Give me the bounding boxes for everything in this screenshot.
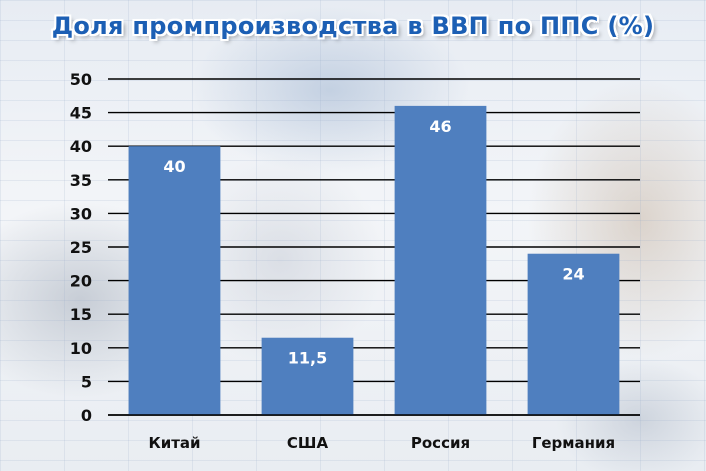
data-label: 24	[562, 265, 584, 284]
bar	[394, 105, 487, 415]
x-axis-categories: Китай США Россия Германия	[148, 434, 615, 452]
y-tick-label: 30	[70, 204, 92, 223]
y-tick-label: 50	[70, 70, 92, 89]
y-tick-label: 0	[81, 406, 92, 425]
y-tick-label: 5	[81, 372, 92, 391]
y-tick-label: 20	[70, 272, 92, 291]
bar	[128, 146, 221, 415]
x-category-label: Германия	[532, 434, 615, 452]
y-tick-label: 45	[70, 104, 92, 123]
y-tick-label: 25	[70, 238, 92, 257]
x-category-label: Китай	[148, 434, 200, 452]
y-tick-label: 40	[70, 137, 92, 156]
y-tick-label: 35	[70, 171, 92, 190]
x-category-label: США	[287, 434, 329, 452]
bar	[261, 337, 354, 415]
data-label: 40	[163, 157, 185, 176]
y-tick-label: 10	[70, 339, 92, 358]
y-axis-ticks: 0 5 10 15 20 25 30 35 40 45 50	[70, 70, 92, 425]
data-label: 11,5	[288, 349, 327, 368]
bars: 40 11,5 46 24	[128, 105, 620, 415]
chart-title: Доля промпроизводства в ВВП по ППС (%)	[51, 12, 655, 40]
bar	[527, 253, 620, 415]
x-category-label: Россия	[411, 434, 470, 452]
data-label: 46	[429, 117, 451, 136]
y-tick-label: 15	[70, 305, 92, 324]
